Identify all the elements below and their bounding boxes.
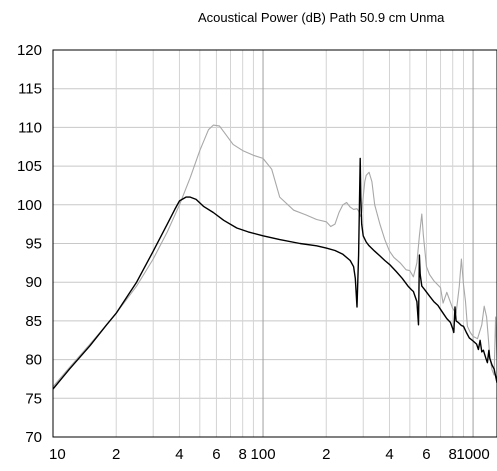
y-tick-label: 105 <box>17 158 42 175</box>
x-tick-label: 8 <box>239 446 247 463</box>
x-tick-label: 6 <box>422 446 430 463</box>
chart-title: Acoustical Power (dB) Path 50.9 cm Unma <box>198 10 445 25</box>
y-tick-label: 75 <box>25 390 42 407</box>
x-tick-label: 10 <box>49 446 66 463</box>
y-tick-label: 90 <box>25 274 42 291</box>
y-tick-label: 80 <box>25 352 42 369</box>
x-tick-label: 2 <box>112 446 120 463</box>
series-layer <box>52 124 497 390</box>
series-line-2 <box>52 157 497 390</box>
plot-frame <box>52 49 497 438</box>
x-tick-label: 6 <box>212 446 220 463</box>
y-tick-label: 115 <box>18 81 42 98</box>
y-tick-label: 70 <box>25 429 42 446</box>
x-tick-label: 8 <box>449 446 457 463</box>
y-tick-labels: 70 75 80 85 90 95 100 105 110 115 120 <box>17 42 42 446</box>
x-tick-label: 4 <box>175 446 183 463</box>
y-tick-label: 85 <box>25 313 42 330</box>
x-tick-label: 4 <box>385 446 393 463</box>
y-tick-label: 120 <box>17 42 42 59</box>
series-line-1 <box>52 124 497 388</box>
x-tick-label: 100 <box>251 446 276 463</box>
y-tick-label: 100 <box>17 197 42 214</box>
x-tick-label: 1000 <box>456 446 489 463</box>
plot-grid <box>52 49 497 438</box>
x-tick-label: 2 <box>322 446 330 463</box>
y-tick-label: 95 <box>25 236 42 253</box>
y-tick-label: 110 <box>18 119 42 136</box>
x-tick-labels: 10 2 4 6 8 100 2 4 6 8 1000 <box>49 446 490 463</box>
